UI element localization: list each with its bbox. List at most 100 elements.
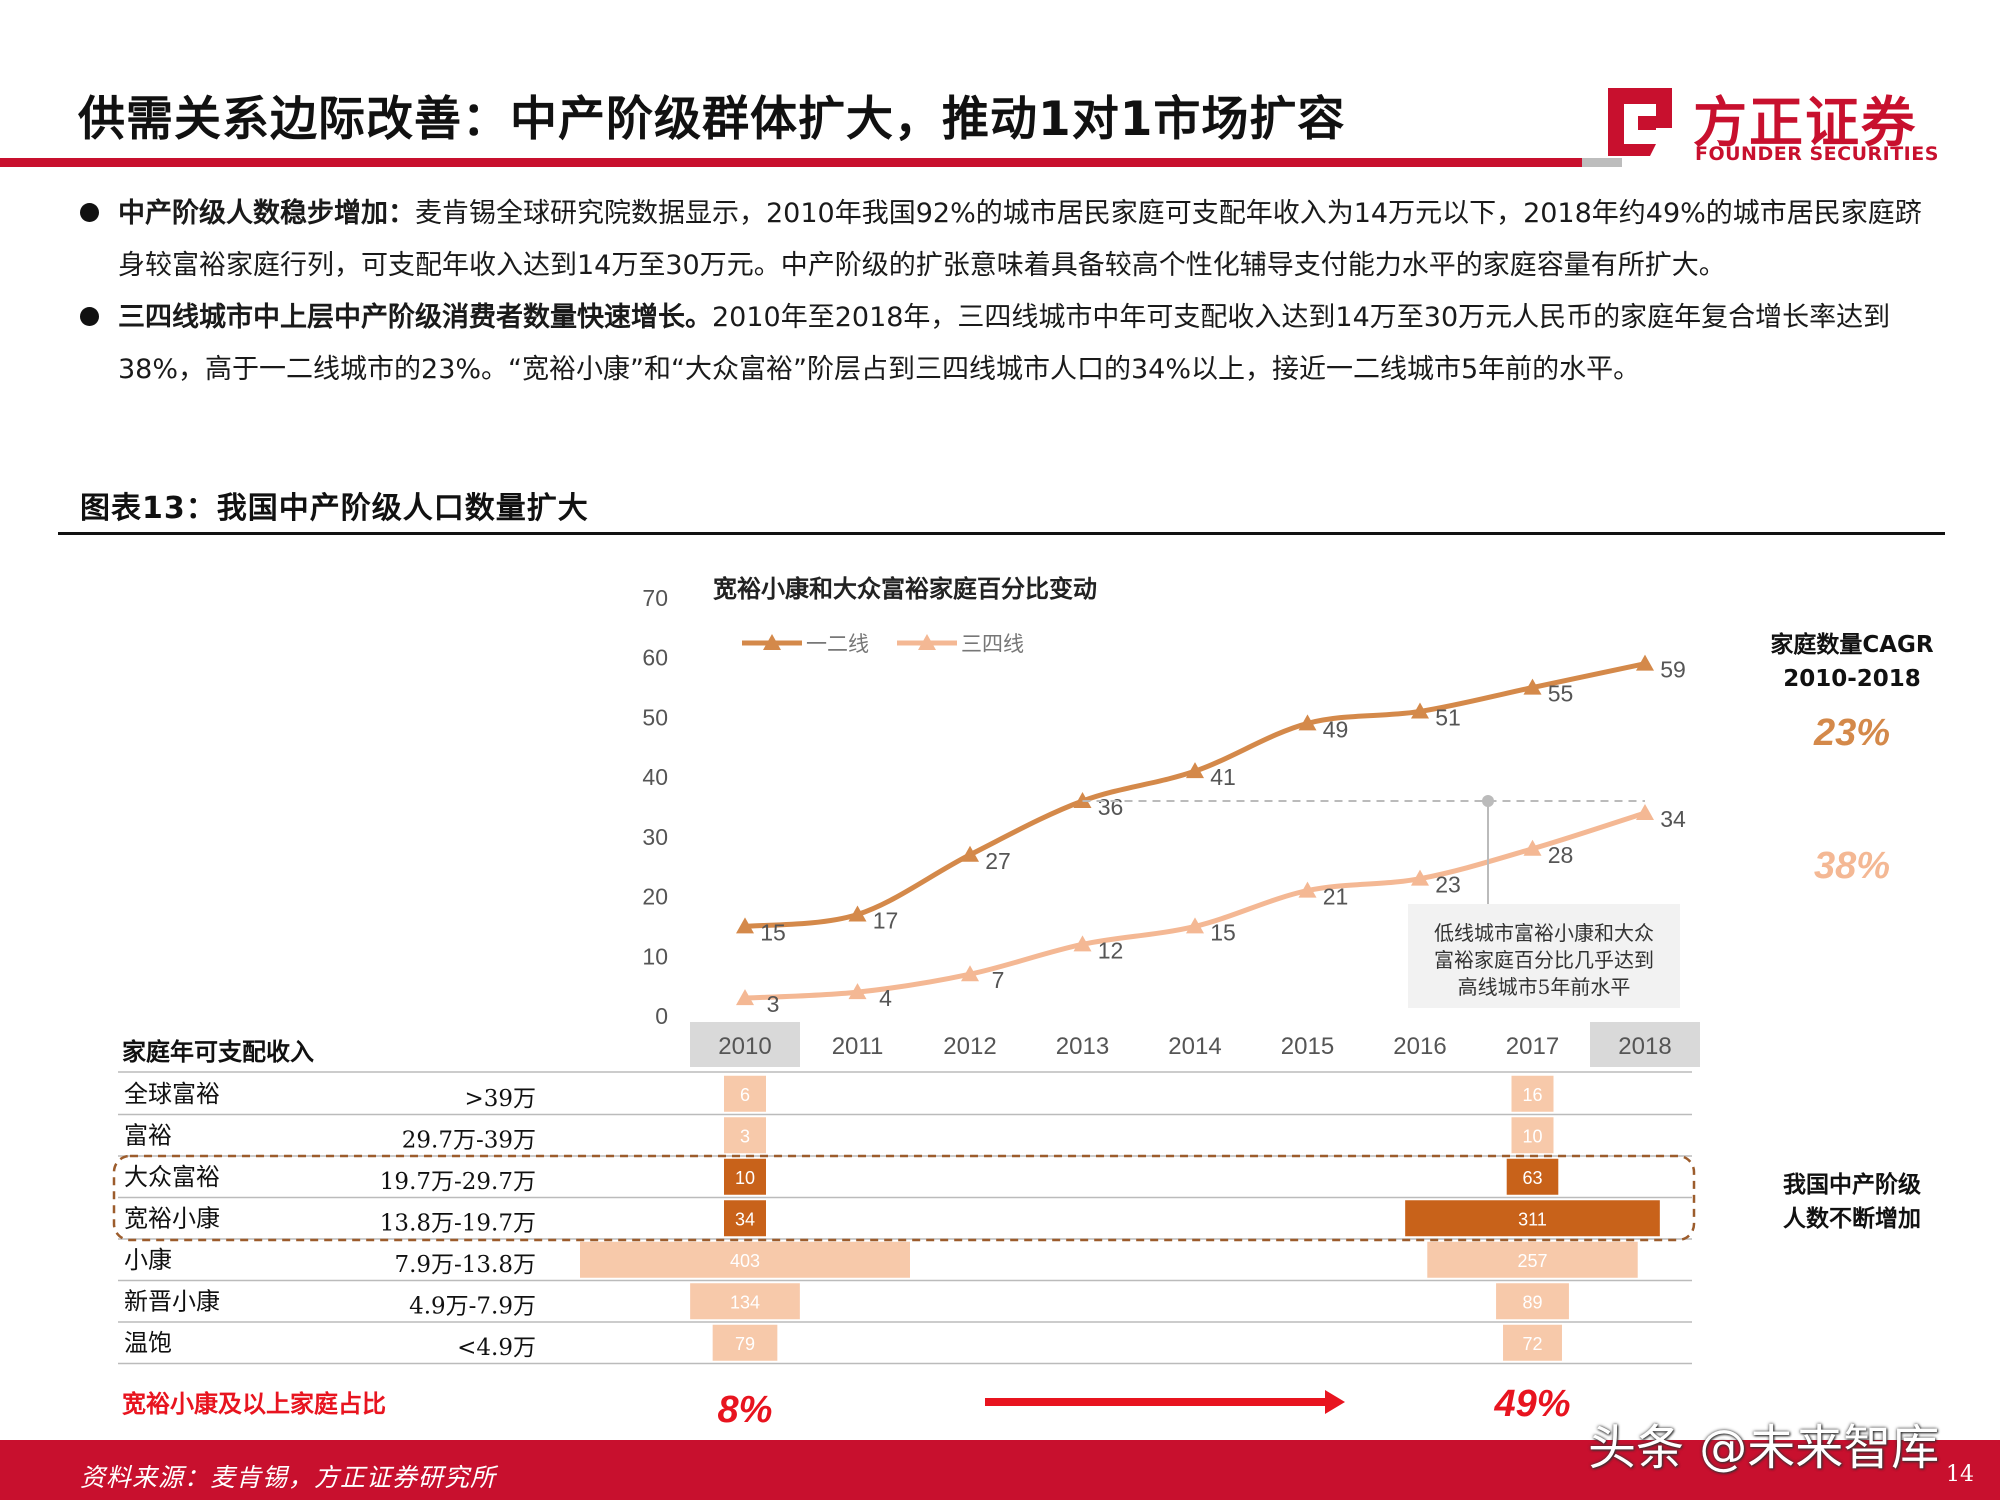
income-bar (1511, 1117, 1554, 1154)
data-point-marker (1636, 654, 1654, 671)
bullet-dot-icon (80, 203, 99, 222)
data-point-marker (1523, 839, 1542, 856)
series-line-1 (744, 661, 1646, 929)
share-label: 宽裕小康及以上家庭占比 (122, 1389, 386, 1418)
bullet-point-2: 三四线城市中上层中产阶级消费者数量快速增长。2010年至2018年，三四线城市中… (80, 292, 1940, 396)
data-point-marker (961, 845, 979, 862)
data-label: 34 (1660, 806, 1686, 832)
data-point-marker (736, 917, 754, 934)
income-tier-name: 新晋小康 (124, 1287, 220, 1315)
income-bar-label: 72 (1522, 1334, 1542, 1354)
callout-dot (1482, 795, 1494, 808)
y-tick-label: 60 (642, 645, 668, 671)
line-chart-title: 宽裕小康和大众富裕家庭百分比变动 (713, 574, 1097, 603)
logo-text: 方正证券 (1693, 91, 1917, 154)
data-label: 21 (1323, 884, 1349, 910)
x-tick-label: 2017 (1506, 1033, 1559, 1060)
data-point-marker (1073, 935, 1092, 952)
x-tick-label: 2016 (1393, 1033, 1446, 1060)
income-tier-range: <4.9万 (457, 1335, 536, 1361)
bullet-text: 麦肯锡全球研究院数据显示，2010年我国92%的城市居民家庭可支配年收入为14万… (118, 198, 1922, 281)
data-point-marker (848, 983, 867, 1000)
data-point-marker (1411, 869, 1429, 886)
cagr-title: 家庭数量CAGR (1770, 631, 1934, 658)
x-tick-label: 2010 (718, 1033, 771, 1060)
y-tick-label: 30 (642, 824, 668, 850)
income-bar-label: 63 (1522, 1168, 1542, 1188)
data-point-marker (1298, 714, 1317, 731)
income-bar (690, 1283, 800, 1320)
highlight-note: 我国中产阶级 (1783, 1171, 1921, 1198)
bullet-point-1: 中产阶级人数稳步增加：麦肯锡全球研究院数据显示，2010年我国92%的城市居民家… (80, 188, 1940, 292)
figure-title: 图表13：我国中产阶级人口数量扩大 (80, 491, 589, 526)
data-label: 28 (1548, 842, 1574, 868)
income-bar (1405, 1200, 1660, 1237)
share-value-2010: 8% (718, 1389, 773, 1431)
x-tick-label: 2011 (832, 1033, 884, 1060)
income-bar (1503, 1324, 1562, 1361)
data-label: 55 (1548, 681, 1574, 707)
x-tick-label: 2012 (943, 1033, 996, 1060)
data-point-marker (961, 965, 979, 982)
legend-label: 三四线 (961, 632, 1024, 656)
middle-class-chart: 宽裕小康和大众富裕家庭百分比变动 0 10 20 30 40 50 60 70 2010 2011… (112, 574, 1934, 1431)
income-tier-name: 温饱 (124, 1329, 172, 1357)
data-label: 4 (879, 985, 892, 1011)
data-point-marker (848, 905, 867, 922)
income-table-title: 家庭年可支配收入 (122, 1037, 314, 1066)
income-bar-label: 89 (1522, 1292, 1542, 1312)
data-label: 51 (1435, 704, 1461, 730)
y-tick-label: 70 (642, 585, 668, 611)
data-label: 59 (1660, 657, 1686, 683)
trend-arrow-shaft (985, 1398, 1330, 1406)
data-label: 15 (760, 919, 786, 945)
income-bar-label: 10 (1522, 1126, 1542, 1146)
income-bar-label: 34 (735, 1209, 755, 1229)
income-tier-range: 19.7万-29.7万 (380, 1169, 536, 1195)
founder-logo-icon (1608, 88, 1672, 156)
bullet-lead: 三四线城市中上层中产阶级消费者数量快速增长。 (118, 302, 712, 333)
annotation-text: 低线城市富裕小康和大众富裕家庭百分比几乎达到高线城市5年前水平 (1434, 921, 1654, 999)
income-tier-range: >39万 (464, 1086, 536, 1112)
income-tier-name: 富裕 (124, 1121, 172, 1149)
income-tier-range: 7.9万-13.8万 (394, 1252, 536, 1278)
page-title: 供需关系边际改善：中产阶级群体扩大，推动1对1市场扩容 (78, 92, 1346, 147)
income-bar (1511, 1075, 1554, 1112)
data-point-marker (1411, 702, 1429, 719)
income-bar-label: 16 (1522, 1085, 1542, 1105)
income-tier-name: 小康 (124, 1246, 172, 1274)
y-tick-label: 40 (642, 764, 668, 790)
trend-arrow-head-icon (1325, 1390, 1345, 1414)
income-tier-name: 宽裕小康 (124, 1204, 220, 1232)
y-tick-label: 10 (642, 943, 668, 969)
source-note: 资料来源：麦肯锡，方正证券研究所 (80, 1463, 497, 1492)
data-label: 17 (873, 907, 899, 933)
data-point-marker (1636, 803, 1654, 820)
x-tick-label: 2015 (1281, 1033, 1334, 1060)
cagr-value-tier12: 23% (1813, 712, 1890, 754)
income-tier-range: 29.7万-39万 (402, 1127, 536, 1153)
page-number: 14 (1946, 1462, 1974, 1487)
x-highlight-box (1590, 1022, 1700, 1067)
y-tick-label: 20 (642, 884, 668, 910)
income-tier-name: 全球富裕 (124, 1080, 220, 1108)
income-bar-label: 10 (735, 1168, 755, 1188)
data-label: 27 (985, 848, 1011, 874)
data-point-marker (1186, 917, 1204, 934)
share-value-2017: 49% (1493, 1383, 1570, 1425)
footer-bar (0, 1440, 2000, 1500)
logo-subtext: FOUNDER SECURITIES (1695, 143, 1939, 165)
annotation-box (1408, 904, 1680, 1008)
legend-label: 一二线 (806, 632, 869, 656)
y-tick-label: 50 (642, 704, 668, 730)
middle-class-highlight-box (112, 1154, 1696, 1242)
bullet-lead: 中产阶级人数稳步增加： (118, 198, 415, 229)
data-label: 49 (1323, 716, 1349, 742)
highlight-note-line2: 人数不断增加 (1783, 1205, 1921, 1232)
data-label: 12 (1098, 937, 1124, 963)
title-divider-end (1582, 158, 1622, 167)
bullet-text: 2010年至2018年，三四线城市中年可支配收入达到14万至30万元人民币的家庭… (118, 302, 1891, 385)
x-tick-label: 2018 (1618, 1033, 1671, 1060)
income-bar (724, 1117, 766, 1154)
data-point-marker (1298, 881, 1317, 898)
